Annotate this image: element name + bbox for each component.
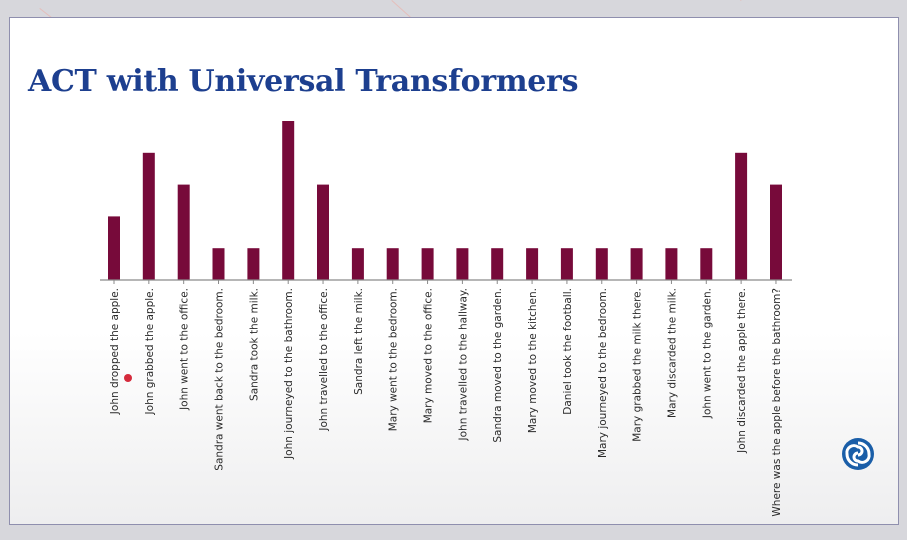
bar	[526, 248, 539, 280]
bar	[142, 152, 155, 280]
bar	[386, 248, 399, 280]
x-tick-label: John went to the office.	[179, 288, 191, 411]
slide: ACT with Universal Transformers	[9, 17, 899, 525]
x-tick-label: Mary discarded the milk.	[666, 288, 678, 418]
bar	[282, 121, 295, 280]
x-tick-label: Mary moved to the kitchen.	[527, 288, 539, 433]
pointer-dot	[124, 374, 132, 382]
bar	[317, 184, 329, 280]
bar	[212, 248, 225, 280]
bar	[351, 248, 364, 280]
x-tick-label: Where was the apple before the bathroom?	[771, 288, 783, 517]
bar	[595, 248, 608, 280]
x-tick-label: Mary went to the bedroom.	[388, 288, 400, 431]
x-tick-label: John discarded the apple there.	[736, 288, 748, 454]
x-tick-label: Sandra went back to the bedroom.	[214, 288, 226, 471]
bar	[700, 248, 713, 280]
bar	[491, 248, 504, 280]
x-tick-label: John dropped the apple.	[109, 288, 121, 415]
bar	[735, 152, 748, 280]
bar	[247, 248, 260, 280]
x-tick-label: Sandra left the milk.	[353, 288, 365, 395]
slide-title: ACT with Universal Transformers	[28, 64, 579, 99]
deepmind-logo-icon	[842, 438, 874, 470]
x-tick-label: John grabbed the apple.	[144, 288, 156, 415]
x-tick-label: Sandra moved to the garden.	[492, 288, 504, 443]
bar	[630, 248, 643, 280]
x-tick-label: Mary journeyed to the bedroom.	[597, 288, 609, 458]
bar	[108, 216, 120, 280]
bar	[665, 248, 678, 280]
x-tick-label: John travelled to the office.	[318, 288, 330, 432]
x-tick-label: Sandra took the milk.	[248, 288, 260, 401]
bar	[421, 248, 434, 280]
x-tick-label: John went to the garden.	[701, 288, 713, 419]
x-tick-label: Mary moved to the office.	[423, 288, 435, 423]
x-tick-label: John journeyed to the bathroom.	[283, 288, 295, 460]
bar	[770, 184, 782, 280]
x-tick-label: Mary grabbed the milk there.	[632, 288, 644, 442]
bar	[177, 184, 190, 280]
x-tick-label: John travelled to the hallway.	[457, 288, 469, 441]
x-tick-label: Daniel took the football.	[562, 288, 574, 415]
bar	[560, 248, 573, 280]
bar	[456, 248, 469, 280]
